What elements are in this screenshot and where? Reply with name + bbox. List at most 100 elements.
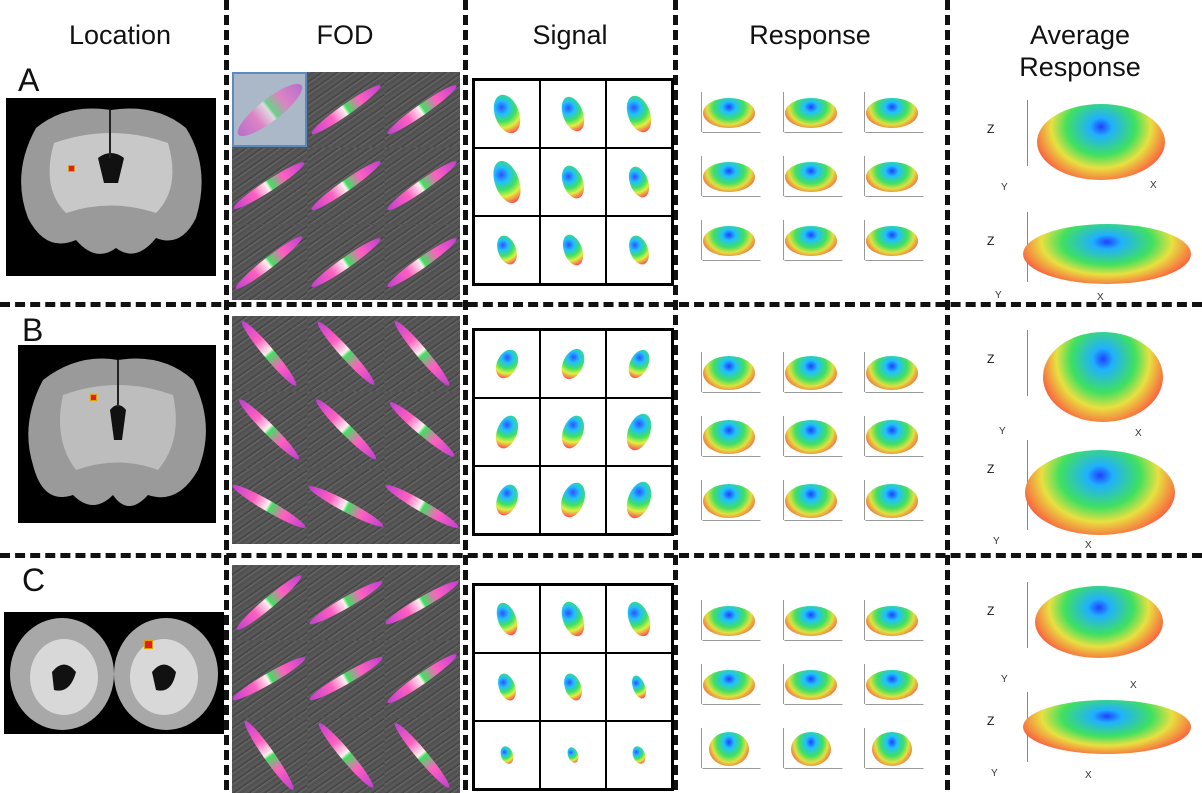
divider-horizontal-1: [0, 302, 1202, 307]
response-plot: [685, 416, 767, 474]
response-plot: [685, 220, 767, 278]
fod-cell: [384, 641, 460, 717]
fod-cell: [384, 148, 460, 224]
fod-cell: [232, 392, 308, 468]
z-axis-label: Z: [987, 122, 995, 136]
signal-cell: [474, 585, 540, 653]
y-axis-label: Y: [993, 536, 1000, 547]
response-plot: [767, 220, 849, 278]
response-plot: [767, 156, 849, 214]
z-axis-label: Z: [987, 234, 995, 248]
signal-cell: [540, 466, 606, 534]
fod-cell: [384, 392, 460, 468]
avg-response-b-side: Z X Y: [985, 440, 1190, 551]
response-plot: [848, 728, 930, 786]
header-response: Response: [749, 20, 871, 50]
header-fod: FOD: [316, 20, 374, 50]
brain-section-c-drawing: [10, 618, 218, 730]
x-axis-label: X: [1150, 180, 1157, 191]
roi-marker-a: [68, 165, 75, 172]
signal-cell: [540, 585, 606, 653]
divider-vertical-1: [224, 0, 229, 790]
signal-grid-b: [472, 328, 674, 536]
fod-cell: [308, 565, 384, 641]
fod-cell: [232, 72, 308, 148]
x-axis-label: X: [1085, 540, 1092, 551]
signal-cell: [606, 80, 672, 148]
response-plot: [848, 92, 930, 150]
y-axis-label: Y: [999, 426, 1006, 437]
divider-vertical-4: [945, 0, 950, 790]
avg-response-b-top: Z X Y: [985, 330, 1190, 439]
fod-cell: [232, 641, 308, 717]
signal-cell: [606, 653, 672, 721]
fod-cell: [308, 717, 384, 793]
fod-cell: [308, 316, 384, 392]
fod-cell: [308, 392, 384, 468]
row-label-a: A: [18, 62, 40, 98]
z-axis-label: Z: [987, 714, 995, 728]
fod-grid-c: [232, 565, 460, 793]
signal-cell: [540, 398, 606, 466]
brain-section-b: [18, 345, 216, 523]
signal-cell: [474, 466, 540, 534]
y-axis-label: Y: [1001, 182, 1008, 193]
divider-vertical-3: [673, 0, 678, 790]
signal-cell: [540, 216, 606, 284]
response-grid-a: [685, 92, 930, 278]
signal-cell: [606, 466, 672, 534]
response-plot: [848, 156, 930, 214]
x-axis-label: X: [1085, 770, 1092, 781]
response-plot: [685, 728, 767, 786]
fod-cell: [308, 468, 384, 544]
response-plot: [767, 92, 849, 150]
response-grid-b: [685, 352, 930, 538]
y-axis-label: Y: [991, 768, 998, 779]
brain-section-a: [6, 98, 216, 276]
signal-grid-a: [472, 78, 674, 286]
divider-vertical-2: [463, 0, 468, 790]
row-label-b: B: [22, 312, 44, 348]
x-axis-label: X: [1135, 428, 1142, 439]
brain-section-b-drawing: [28, 358, 206, 506]
fod-cell: [384, 717, 460, 793]
fod-cell: [232, 316, 308, 392]
response-plot: [848, 416, 930, 474]
response-plot: [767, 600, 849, 658]
z-axis-label: Z: [987, 352, 995, 366]
roi-marker-b: [90, 394, 97, 401]
signal-cell: [540, 330, 606, 398]
fod-cell: [308, 641, 384, 717]
z-axis-label: Z: [987, 462, 995, 476]
avg-response-a-top: Z X Y: [985, 100, 1190, 195]
avg-response-a-side: Z X Y: [985, 212, 1191, 307]
avg-response-c-top: Z X Y: [985, 582, 1190, 691]
header-average-line1: Average: [1029, 20, 1131, 50]
response-plot: [685, 664, 767, 722]
roi-marker-c: [144, 640, 153, 649]
signal-cell: [540, 80, 606, 148]
response-plot: [767, 416, 849, 474]
fod-grid-b: [232, 316, 460, 544]
signal-grid-c: [472, 583, 674, 791]
signal-cell: [474, 216, 540, 284]
signal-cell: [606, 330, 672, 398]
fod-cell: [384, 468, 460, 544]
fod-cell: [384, 224, 460, 300]
response-plot: [848, 600, 930, 658]
signal-cell: [540, 148, 606, 216]
signal-cell: [606, 148, 672, 216]
fod-cell: [232, 565, 308, 641]
y-axis-label: Y: [1001, 674, 1008, 685]
response-plot: [848, 664, 930, 722]
signal-cell: [474, 330, 540, 398]
signal-cell: [606, 585, 672, 653]
x-axis-label: X: [1097, 292, 1104, 303]
signal-cell: [606, 216, 672, 284]
fod-cell: [308, 72, 384, 148]
signal-cell: [474, 80, 540, 148]
response-plot: [685, 156, 767, 214]
signal-cell: [540, 653, 606, 721]
signal-cell: [606, 398, 672, 466]
fod-grid-a: [232, 72, 460, 300]
